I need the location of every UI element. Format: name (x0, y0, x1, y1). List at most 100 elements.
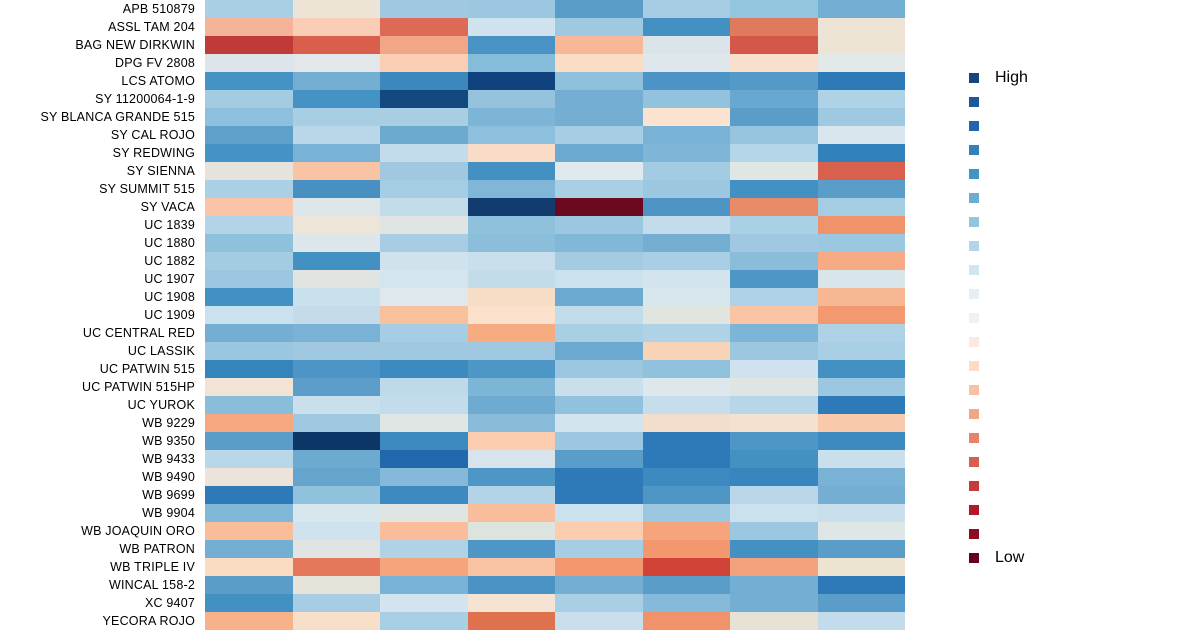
heatmap-cell (642, 0, 730, 18)
heatmap-cell (817, 234, 905, 252)
heatmap-cell (555, 576, 643, 594)
heatmap-cell (817, 54, 905, 72)
heatmap-cell (205, 90, 293, 108)
heatmap-cell (555, 36, 643, 54)
heatmap-cell (292, 18, 380, 36)
heatmap-cell (730, 180, 818, 198)
heatmap-cell (817, 72, 905, 90)
heatmap-cell (292, 234, 380, 252)
heatmap-row (205, 126, 905, 144)
legend-low-label: Low (995, 549, 1025, 566)
row-label: BAG NEW DIRKWIN (75, 38, 195, 52)
heatmap-cell (817, 468, 905, 486)
heatmap-cell (642, 126, 730, 144)
heatmap-row (205, 612, 905, 630)
heatmap-cell (205, 270, 293, 288)
heatmap-cell (642, 72, 730, 90)
heatmap-cell (555, 342, 643, 360)
heatmap-row (205, 342, 905, 360)
heatmap-cell (642, 144, 730, 162)
heatmap-cell (467, 72, 555, 90)
heatmap-cell (292, 378, 380, 396)
row-label: UC 1882 (144, 254, 195, 268)
heatmap-cell (555, 522, 643, 540)
heatmap-cell (205, 306, 293, 324)
heatmap-row (205, 594, 905, 612)
heatmap-cell (642, 198, 730, 216)
row-label: UC PATWIN 515HP (82, 380, 195, 394)
heatmap-cell (642, 378, 730, 396)
heatmap-row (205, 36, 905, 54)
heatmap-cell (817, 576, 905, 594)
heatmap-cell (292, 450, 380, 468)
heatmap-cell (292, 180, 380, 198)
heatmap-cell (292, 108, 380, 126)
heatmap-cell (292, 324, 380, 342)
heatmap-cell (380, 486, 468, 504)
heatmap-cell (730, 72, 818, 90)
heatmap-cell (292, 162, 380, 180)
heatmap-cell (555, 270, 643, 288)
legend-item (969, 97, 979, 107)
heatmap-cell (555, 558, 643, 576)
heatmap-cell (467, 126, 555, 144)
heatmap-cell (380, 414, 468, 432)
legend-item (969, 409, 979, 419)
row-label: ASSL TAM 204 (108, 20, 195, 34)
heatmap-cell (642, 54, 730, 72)
heatmap-cell (730, 36, 818, 54)
heatmap-cell (467, 522, 555, 540)
heatmap-cell (730, 558, 818, 576)
heatmap-cell (205, 72, 293, 90)
heatmap-cell (467, 0, 555, 18)
heatmap-cell (817, 198, 905, 216)
heatmap-cell (817, 360, 905, 378)
heatmap-cell (555, 0, 643, 18)
heatmap-cell (642, 216, 730, 234)
heatmap-cell (817, 18, 905, 36)
heatmap-cell (730, 324, 818, 342)
heatmap-cell (730, 108, 818, 126)
heatmap-cell (380, 126, 468, 144)
legend-item (969, 265, 979, 275)
heatmap-cell (292, 414, 380, 432)
heatmap-cell (642, 108, 730, 126)
heatmap-row (205, 360, 905, 378)
heatmap-cell (555, 252, 643, 270)
heatmap-cell (730, 18, 818, 36)
heatmap-cell (730, 414, 818, 432)
heatmap-cell (555, 288, 643, 306)
heatmap-cell (817, 90, 905, 108)
legend-swatch (969, 433, 979, 443)
heatmap-cell (380, 612, 468, 630)
heatmap-cell (380, 306, 468, 324)
heatmap-cell (380, 216, 468, 234)
heatmap-row (205, 324, 905, 342)
heatmap-cell (730, 486, 818, 504)
legend-swatch (969, 361, 979, 371)
row-label: UC LASSIK (127, 344, 195, 358)
heatmap-cell (555, 378, 643, 396)
legend-item (969, 193, 979, 203)
heatmap-cell (817, 504, 905, 522)
legend-item (969, 121, 979, 131)
heatmap-cell (817, 378, 905, 396)
heatmap-cell (642, 468, 730, 486)
legend-swatch (969, 241, 979, 251)
row-label: UC CENTRAL RED (82, 326, 195, 340)
heatmap-cell (555, 504, 643, 522)
heatmap-cell (817, 414, 905, 432)
heatmap-cell (467, 450, 555, 468)
heatmap-row (205, 558, 905, 576)
heatmap-cell (642, 18, 730, 36)
heatmap-cell (467, 216, 555, 234)
heatmap-cell (205, 432, 293, 450)
heatmap-cell (205, 198, 293, 216)
heatmap-cell (205, 180, 293, 198)
heatmap-cell (380, 144, 468, 162)
heatmap-cell (205, 54, 293, 72)
row-label: YECORA ROJO (102, 614, 195, 628)
heatmap-cell (817, 396, 905, 414)
heatmap-cell (380, 396, 468, 414)
heatmap-cell (642, 558, 730, 576)
